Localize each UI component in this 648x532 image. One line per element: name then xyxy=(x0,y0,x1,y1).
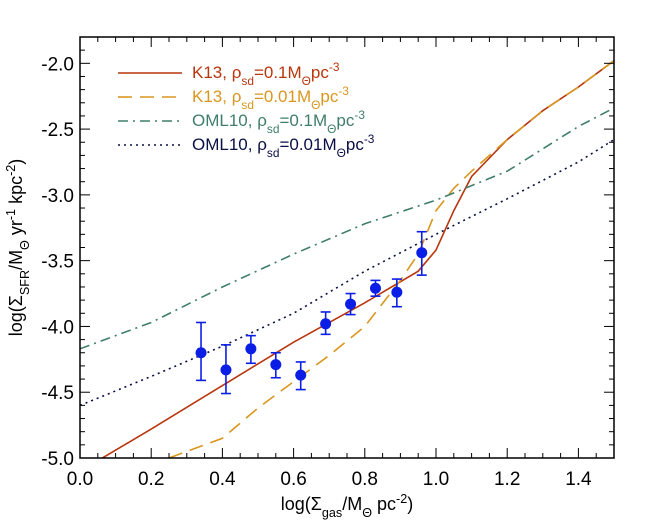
text-part: =0.01M xyxy=(279,135,336,154)
text-part: sd xyxy=(241,98,254,112)
x-tick-labels: 0.0 0.2 0.4 0.6 0.8 1.0 1.2 1.4 xyxy=(67,469,592,490)
legend-label-3: OML10, ρsd=0.1MΘpc-3 xyxy=(192,108,365,136)
text-part: ) xyxy=(6,159,26,165)
text-part: pc xyxy=(311,63,329,82)
series-line-4 xyxy=(80,138,614,407)
x-axis-title: log(Σgas/MΘ pc-2) xyxy=(281,492,413,520)
y-tick-label-5: -3.0 xyxy=(41,186,74,207)
text-part: -3 xyxy=(338,84,349,98)
x-tick-label-2: 0.2 xyxy=(138,469,164,490)
text-part: log(Σ xyxy=(281,494,322,514)
text-part: OML10, ρ xyxy=(192,111,267,130)
data-point-4 xyxy=(270,359,282,371)
x-tick-label-1: 0.0 xyxy=(67,469,93,490)
text-part: yr xyxy=(6,220,26,240)
data-point-3 xyxy=(245,343,257,355)
text-part: Θ xyxy=(327,122,336,136)
text-part: pc xyxy=(372,494,396,514)
text-part: =0.1M xyxy=(279,111,327,130)
series-line-1 xyxy=(100,60,614,458)
text-part: K13, ρ xyxy=(192,63,241,82)
text-part: =0.01M xyxy=(254,87,311,106)
text-part: -1 xyxy=(4,209,18,220)
data-point-7 xyxy=(345,298,357,310)
text-part: pc xyxy=(336,111,354,130)
y-tick-label-6: -2.5 xyxy=(41,120,74,141)
y-tick-label-1: -5.0 xyxy=(41,449,74,470)
data-point-1 xyxy=(195,347,207,359)
text-part: Θ xyxy=(302,74,311,88)
x-tick-label-8: 1.4 xyxy=(565,469,592,490)
data-point-9 xyxy=(391,286,403,298)
data-point-8 xyxy=(369,282,381,294)
text-part: -3 xyxy=(354,108,365,122)
text-part: Θ xyxy=(18,240,32,250)
y-axis-title: log(ΣSFR/MΘ yr-1 kpc-2) xyxy=(4,159,32,337)
data-point-2 xyxy=(220,364,232,376)
text-part: pc xyxy=(320,87,338,106)
series-line-3 xyxy=(80,107,614,350)
text-part: /M xyxy=(342,494,362,514)
x-tick-label-6: 1.0 xyxy=(423,469,449,490)
data-point-10 xyxy=(416,247,428,259)
series-line-2 xyxy=(168,60,614,458)
text-part: -2 xyxy=(4,165,18,176)
text-part: ) xyxy=(407,494,413,514)
text-part: sd xyxy=(267,146,280,160)
text-part: Θ xyxy=(311,98,320,112)
x-tick-label-7: 1.2 xyxy=(494,469,520,490)
x-tick-label-5: 0.8 xyxy=(352,469,378,490)
y-tick-label-3: -4.0 xyxy=(41,317,74,338)
text-part: K13, ρ xyxy=(192,87,241,106)
data-points-layer xyxy=(195,230,428,395)
legend-label-2: K13, ρsd=0.01MΘpc-3 xyxy=(192,84,349,112)
text-part: /M xyxy=(6,250,26,270)
text-part: sd xyxy=(241,74,254,88)
text-part: -2 xyxy=(396,492,407,506)
x-tick-label-4: 0.6 xyxy=(280,469,306,490)
text-part: -3 xyxy=(329,60,340,74)
text-part: =0.1M xyxy=(254,63,302,82)
text-part: OML10, ρ xyxy=(192,135,267,154)
text-part: gas xyxy=(322,506,342,520)
curve-layer xyxy=(80,60,614,458)
text-part: log(Σ xyxy=(6,295,26,336)
y-tick-label-4: -3.5 xyxy=(41,252,74,273)
data-point-6 xyxy=(320,318,332,330)
y-tick-label-7: -2.0 xyxy=(41,54,74,75)
text-part: Θ xyxy=(362,506,372,520)
axis-ticks xyxy=(79,36,615,459)
legend-label-1: K13, ρsd=0.1MΘpc-3 xyxy=(192,60,340,88)
y-tick-labels: -5.0 -4.5 -4.0 -3.5 -3.0 -2.5 -2.0 xyxy=(41,54,74,470)
text-part: -3 xyxy=(364,132,375,146)
x-tick-label-3: 0.4 xyxy=(209,469,236,490)
text-part: pc xyxy=(346,135,364,154)
text-part: SFR xyxy=(18,270,32,295)
legend-label-4: OML10, ρsd=0.01MΘpc-3 xyxy=(192,132,375,160)
data-point-5 xyxy=(295,369,307,381)
y-tick-label-2: -4.5 xyxy=(41,383,74,404)
text-part: sd xyxy=(267,122,280,136)
text-part: kpc xyxy=(6,176,26,209)
text-part: Θ xyxy=(337,146,346,160)
plot-frame xyxy=(79,36,615,459)
